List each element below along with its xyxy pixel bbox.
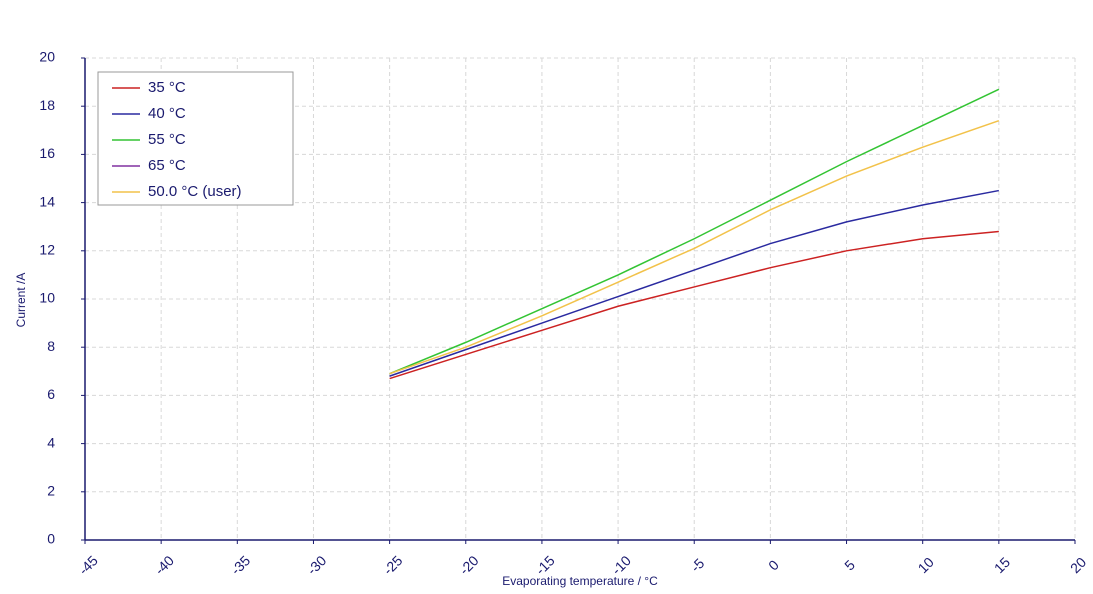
legend-label: 35 °C [148, 79, 186, 96]
x-tick-label: 5 [841, 557, 858, 574]
y-tick-label: 18 [39, 97, 55, 113]
x-axis-label: Evaporating temperature / °C [502, 574, 658, 588]
legend-label: 40 °C [148, 105, 186, 122]
x-tick-label: -35 [228, 552, 254, 578]
y-tick-label: 10 [39, 290, 55, 306]
y-tick-label: 14 [39, 193, 55, 209]
x-tick-label: -45 [75, 552, 101, 578]
x-tick-label: -30 [304, 552, 330, 578]
x-tick-label: -5 [687, 555, 707, 575]
y-tick-label: 2 [47, 483, 55, 499]
legend: 35 °C 40 °C 55 °C 65 °C 50.0 °C (user) [98, 72, 293, 205]
x-tick-label: -25 [380, 552, 406, 578]
x-tick-label: 20 [1067, 554, 1089, 576]
legend-label: 55 °C [148, 131, 186, 148]
x-tick-label: 10 [915, 554, 937, 576]
chart: Evaporating temperature / °C Current /A … [0, 0, 1093, 594]
y-tick-label: 0 [47, 531, 55, 547]
y-tick-label: 20 [39, 49, 55, 65]
y-tick-label: 6 [47, 386, 55, 402]
y-tick-label: 12 [39, 242, 55, 258]
x-tick-label: -40 [151, 552, 177, 578]
x-tick-label: 0 [765, 557, 782, 574]
legend-label: 65 °C [148, 157, 186, 174]
x-tick-label: 15 [991, 554, 1013, 576]
y-tick-label: 8 [47, 338, 55, 354]
y-tick-label: 16 [39, 145, 55, 161]
y-axis-label: Current /A [14, 273, 28, 328]
x-tick-label: -20 [456, 552, 482, 578]
y-tick-label: 4 [47, 434, 55, 450]
legend-label: 50.0 °C (user) [148, 183, 242, 200]
